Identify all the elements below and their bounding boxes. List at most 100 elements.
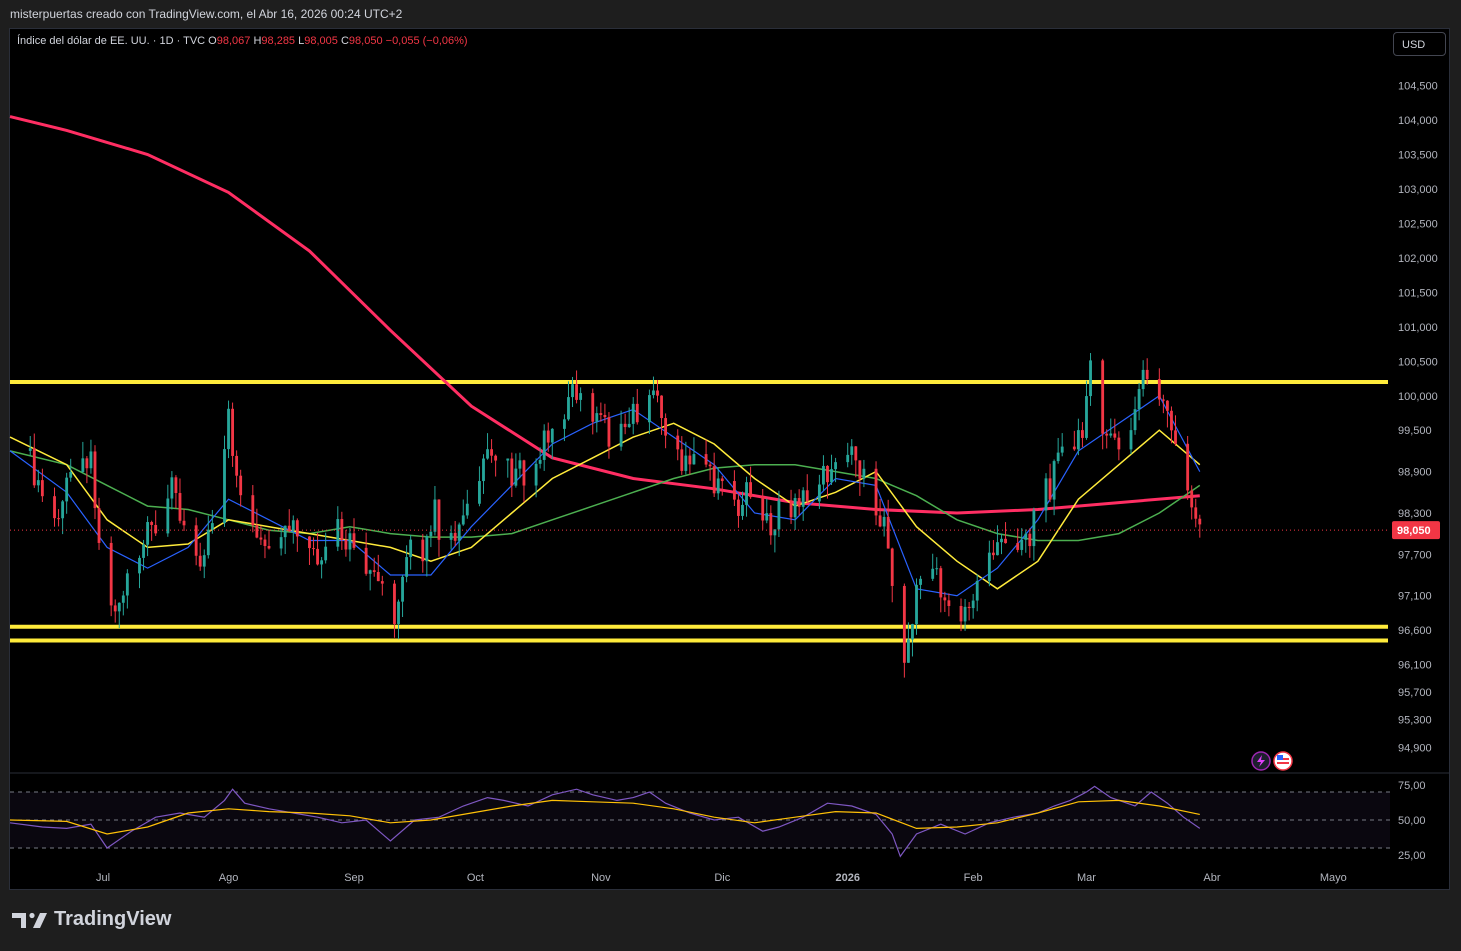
price-tick-label: 100,500 <box>1398 356 1438 368</box>
us-flag-icon[interactable] <box>1273 751 1293 771</box>
candle-body <box>882 516 886 527</box>
candle-body <box>465 503 469 516</box>
candle-body <box>210 523 214 530</box>
candle-body <box>538 459 542 464</box>
candle-body <box>267 546 271 549</box>
time-tick-label: 2026 <box>835 872 859 884</box>
candle-body <box>198 555 202 567</box>
candle-body <box>1081 430 1084 438</box>
candle-body <box>1174 430 1177 444</box>
candle-body <box>1072 446 1076 450</box>
price-tick-label: 104,500 <box>1398 81 1438 93</box>
candle-body <box>409 539 413 558</box>
time-tick-label: Mayo <box>1320 872 1347 884</box>
high-label: H <box>253 35 262 47</box>
candle-body <box>109 542 113 606</box>
price-tick-label: 99,500 <box>1398 425 1432 437</box>
candle-body <box>223 449 226 524</box>
rsi-line[interactable] <box>9 799 1200 835</box>
last-price-marker: 98,050 <box>10 521 1440 540</box>
candle-body <box>878 515 882 527</box>
candle-body <box>1157 379 1161 400</box>
candle-body <box>453 532 457 541</box>
candle-body <box>429 531 433 537</box>
candle-body <box>85 458 89 469</box>
moving-average-line[interactable] <box>9 394 1201 597</box>
last-price-label: 98,050 <box>1397 525 1431 537</box>
flash-icon[interactable] <box>1251 751 1271 771</box>
candle-body <box>996 542 999 556</box>
candle-body <box>546 430 550 443</box>
candle-body <box>931 568 935 579</box>
candle-body <box>437 499 441 540</box>
close-value: 98,050 <box>348 35 383 47</box>
candle-body <box>312 548 315 550</box>
candle-body <box>963 606 967 622</box>
symbol-legend: Índice del dólar de EE. UU. · 1D · TVC O… <box>17 35 468 47</box>
candle-body <box>1028 533 1032 547</box>
candle-body <box>1198 518 1202 525</box>
candle-body <box>174 477 178 494</box>
tradingview-logo[interactable]: TradingView <box>12 908 171 931</box>
moving-average-line[interactable] <box>9 450 1201 542</box>
candle-body <box>817 484 821 502</box>
moving-average-line[interactable] <box>9 115 1200 515</box>
candle-body <box>178 493 182 521</box>
price-tick-label: 104,000 <box>1398 115 1438 127</box>
time-tick-label: Abr <box>1203 872 1220 884</box>
candle-body <box>720 478 724 482</box>
candle-body <box>239 475 243 496</box>
candle-body <box>550 428 554 443</box>
candle-body <box>69 471 73 478</box>
candle-body <box>522 460 526 486</box>
candle-body <box>907 639 910 663</box>
candlesticks <box>28 353 1202 678</box>
candle-body <box>915 584 918 625</box>
candle-body <box>125 573 129 596</box>
candle-body <box>121 595 125 603</box>
price-tick-label: 97,100 <box>1398 591 1432 603</box>
candle-body <box>1117 437 1121 450</box>
rsi-line[interactable] <box>9 785 1201 858</box>
last-price-badge <box>1392 521 1440 540</box>
candle-body <box>514 468 518 486</box>
candle-body <box>93 451 97 509</box>
candle-body <box>235 455 239 476</box>
candle-body <box>1105 433 1109 436</box>
moving-averages <box>9 115 1201 597</box>
candle-body <box>1032 510 1036 547</box>
candle-body <box>291 520 295 532</box>
candle-body <box>688 455 692 465</box>
candle-body <box>117 602 121 612</box>
candle-body <box>793 498 797 518</box>
candle-body <box>150 522 154 525</box>
price-tick-label: 97,700 <box>1398 549 1432 561</box>
candle-body <box>1129 430 1133 450</box>
candle-body <box>36 480 40 486</box>
time-tick-label: Nov <box>591 872 611 884</box>
time-tick-label: Oct <box>467 872 484 884</box>
time-tick-label: Feb <box>964 872 983 884</box>
candle-body <box>380 581 384 584</box>
high-value: 98,285 <box>261 35 296 47</box>
currency-button[interactable]: USD <box>1393 32 1446 56</box>
moving-average-line[interactable] <box>9 422 1201 590</box>
candle-body <box>773 529 777 536</box>
candle-body <box>635 403 639 423</box>
candle-body <box>607 417 611 447</box>
rsi-pane <box>9 785 1390 858</box>
candle-body <box>542 430 546 460</box>
candle-body <box>352 533 356 548</box>
horizontal-levels <box>10 379 1388 643</box>
candle-body <box>1194 507 1198 519</box>
candle-body <box>822 465 825 485</box>
open-value: 98,067 <box>216 35 251 47</box>
candle-body <box>830 469 833 483</box>
candle-body <box>575 384 578 400</box>
candle-body <box>704 454 708 465</box>
candle-body <box>1113 433 1117 438</box>
candle-body <box>401 576 404 602</box>
rsi-tick-label: 75,00 <box>1398 780 1426 792</box>
candle-body <box>425 536 429 562</box>
